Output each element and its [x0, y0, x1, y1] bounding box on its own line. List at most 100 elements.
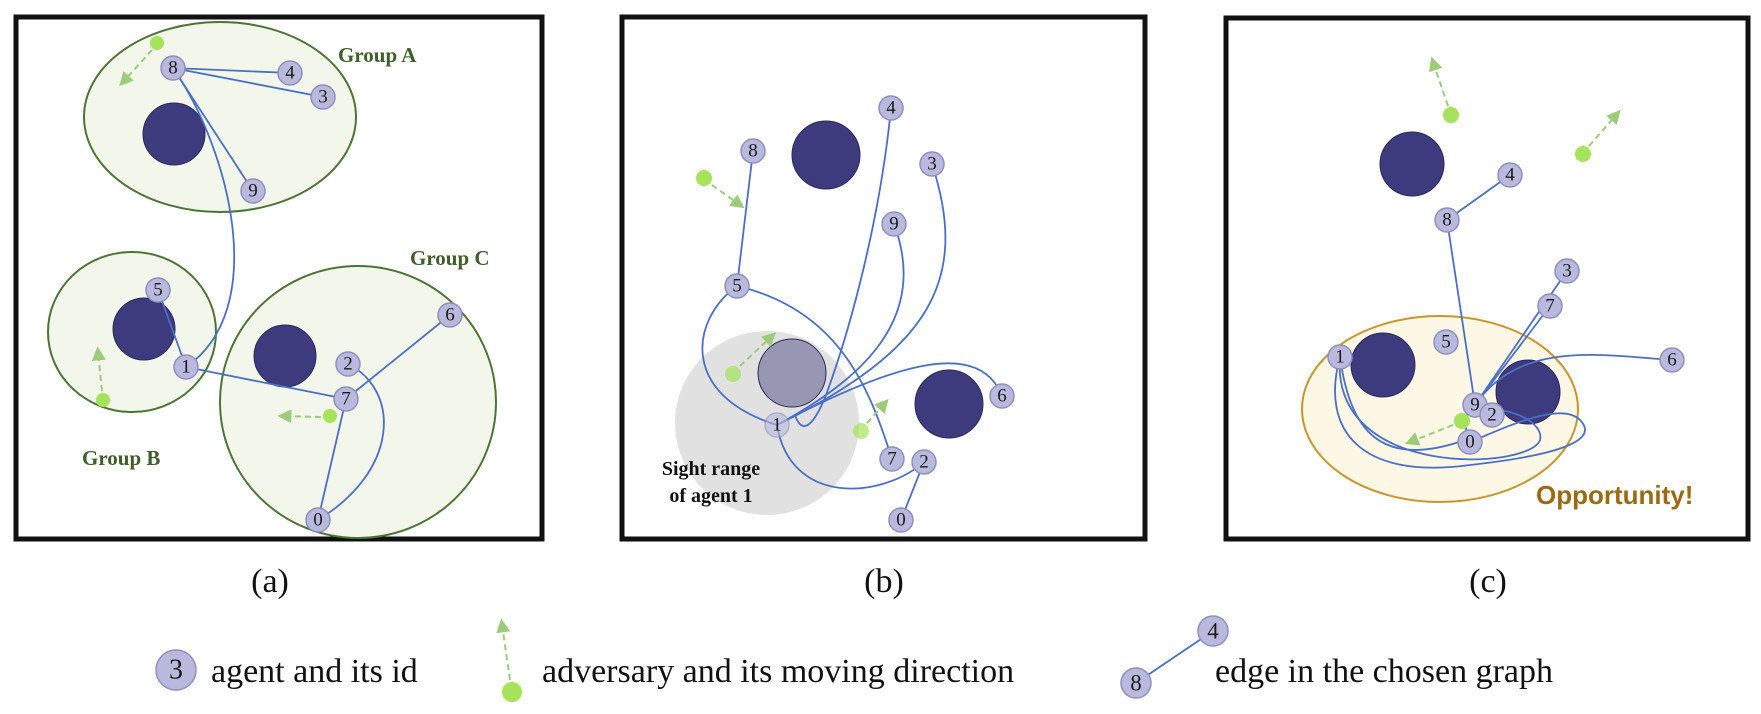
agent-id: 6 [445, 305, 455, 326]
agent-id: 2 [1487, 405, 1497, 426]
agent-id: 1 [772, 415, 782, 436]
edge-9-7 [1474, 305, 1551, 406]
agent-node: 6 [1659, 347, 1685, 373]
agent-id: 9 [248, 181, 258, 202]
agent-node: 2 [911, 449, 937, 475]
obstacle [1495, 359, 1561, 425]
agent-id: 3 [1562, 261, 1572, 282]
agent-id: 7 [1545, 296, 1555, 317]
agent-id: 5 [732, 276, 742, 297]
agent-node: 8 [740, 138, 766, 164]
agent-id: 9 [889, 214, 899, 235]
panel-b-caption: (b) [864, 563, 904, 600]
agent-id: 2 [919, 452, 929, 473]
sight-range-label-line2: of agent 1 [669, 485, 752, 507]
legend-adversary-marker [502, 682, 522, 702]
legend-edge-text: edge in the chosen graph [1215, 653, 1553, 690]
agent-node: 3 [310, 84, 336, 110]
adversary-direction-arrow [739, 332, 777, 367]
edge-5-1 [701, 285, 778, 426]
agent-id: 0 [313, 510, 323, 531]
agent-node: 9 [240, 178, 266, 204]
agent-id: 1 [181, 357, 191, 378]
legend-agent-text: agent and its id [211, 653, 418, 690]
edge-1-0-b [1334, 356, 1586, 469]
edge-8-5 [736, 150, 754, 287]
agent-id: 2 [343, 354, 353, 375]
group-b-label: Group B [82, 446, 160, 470]
adversary [725, 366, 741, 382]
panel-a-caption: (a) [251, 563, 289, 600]
agent-node: 8 [1434, 207, 1460, 233]
adversary-direction-arrow [1404, 424, 1454, 446]
edge-2-0 [317, 363, 385, 521]
legend-agent-id: 3 [169, 655, 183, 686]
agent-id: 1 [1335, 347, 1345, 368]
agent-id: 4 [886, 98, 896, 119]
group-c-label: Group C [410, 246, 490, 270]
agent-node: 1 [1327, 344, 1353, 370]
legend-adversary: adversary and its moving direction [496, 618, 1014, 702]
agent-node: 5 [145, 277, 171, 303]
adversary-direction-arrow [1429, 56, 1449, 107]
panel-c-caption: (c) [1469, 563, 1507, 600]
agent-node: 6 [989, 383, 1015, 409]
obstacle-in-sight [757, 338, 827, 408]
agent-id: 8 [748, 141, 758, 162]
adversary-direction-arrow [119, 49, 153, 87]
agent-node: 0 [1457, 429, 1483, 455]
legend-adversary-arrow [496, 618, 511, 681]
agent-id: 4 [285, 63, 295, 84]
agent-id: 0 [1465, 432, 1475, 453]
agent-id: 3 [927, 154, 937, 175]
group-a-label: Group A [338, 43, 417, 67]
agent-node: 2 [335, 351, 361, 377]
agent-id: 9 [1470, 395, 1480, 416]
edge-7-0 [317, 398, 347, 521]
agent-id: 5 [153, 280, 163, 301]
agent-id: 0 [896, 510, 906, 531]
adversary-direction-arrow [91, 346, 106, 392]
agent-node: 4 [878, 95, 904, 121]
panel-c: Opportunity! 4 8 3 7 5 1 6 9 2 0 (c) [1223, 15, 1751, 600]
agent-id: 6 [1667, 350, 1677, 371]
edge-1-2 [1339, 356, 1541, 461]
agent-node: 1 [173, 354, 199, 380]
legend-edge: 4 8 edge in the chosen graph [1120, 615, 1553, 699]
edge-1-7 [185, 366, 347, 400]
obstacle [112, 297, 176, 361]
edge-3-1 [776, 163, 947, 426]
agent-id: 8 [168, 58, 178, 79]
agent-node: 0 [888, 507, 914, 533]
adversary [1454, 413, 1470, 429]
agent-id: 7 [887, 449, 897, 470]
agent-node: 5 [1433, 329, 1459, 355]
agent-node: 7 [1537, 293, 1563, 319]
adversary [1575, 146, 1591, 162]
adversary-direction-arrow [1588, 109, 1621, 147]
agent-id: 8 [1442, 210, 1452, 231]
agent-node: 4 [1497, 162, 1523, 188]
edge-1-6 [776, 362, 1003, 426]
agent-node: 3 [919, 151, 945, 177]
agent-id: 4 [1505, 165, 1515, 186]
edge-8-3 [172, 67, 324, 98]
obstacle [1350, 332, 1416, 398]
agent-node: 0 [305, 507, 331, 533]
edge-8-9 [1446, 219, 1476, 406]
legend: 3 agent and its id adversary and its mov… [155, 615, 1553, 702]
obstacle [1379, 131, 1445, 197]
adversary [853, 423, 869, 439]
agent-node: 6 [437, 302, 463, 328]
obstacle [142, 102, 206, 166]
obstacle [914, 369, 984, 439]
edge-1-2 [776, 424, 925, 490]
edge-9-6 [1474, 354, 1673, 406]
edge-5-1 [157, 289, 187, 368]
legend-edge-node [1197, 615, 1229, 647]
sight-range-label-line1: Sight range [662, 458, 760, 480]
opportunity-label: Opportunity! [1536, 480, 1693, 510]
obstacle [791, 120, 861, 190]
agent-node: 8 [160, 55, 186, 81]
